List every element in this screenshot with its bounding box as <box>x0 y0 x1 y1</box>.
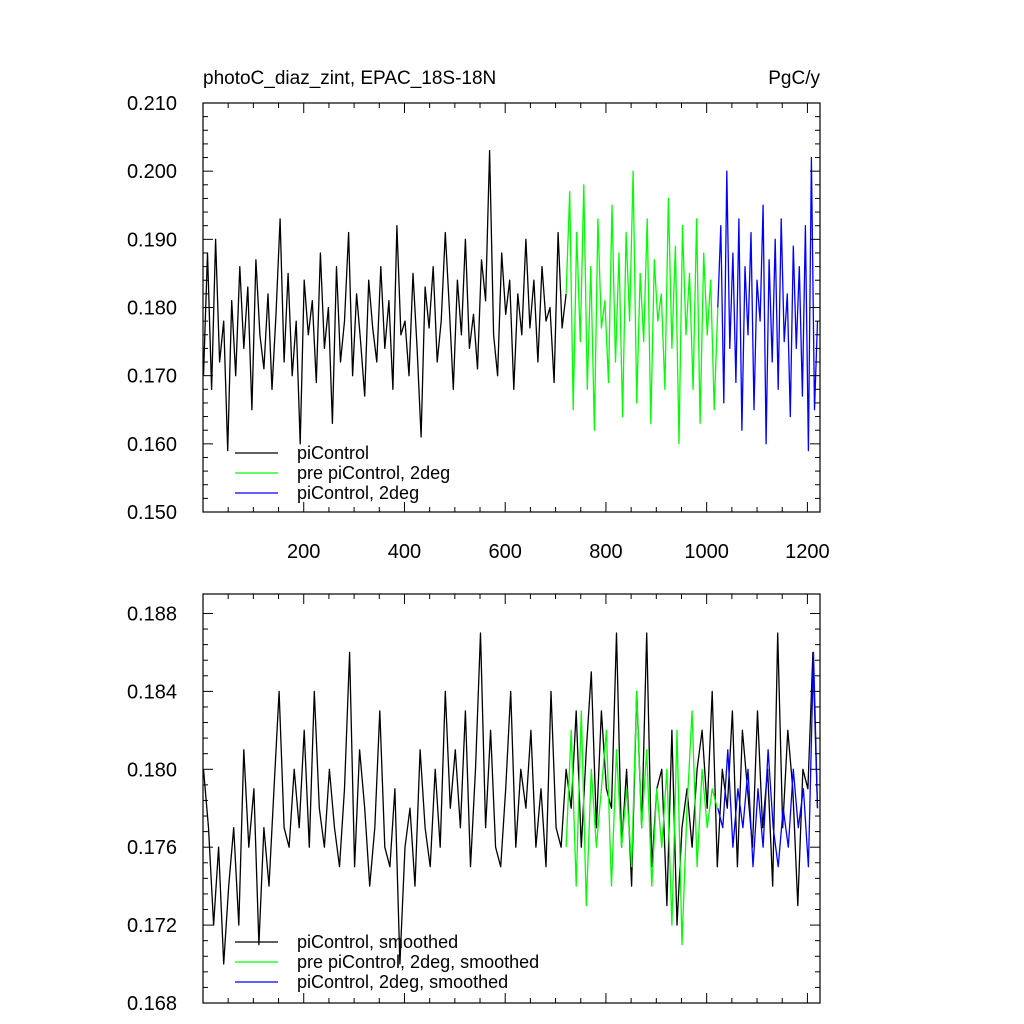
top-plot-frame <box>202 102 821 513</box>
bottom-ticks <box>203 594 820 1004</box>
top-legend-label: pre piControl, 2deg <box>297 463 450 483</box>
bottom-ytick-label: 0.176 <box>127 837 177 859</box>
top-series-line-1 <box>565 170 719 445</box>
bottom-ytick-label: 0.180 <box>127 759 177 781</box>
top-series-line-0 <box>202 150 567 452</box>
top-ytick-label: 0.150 <box>127 502 177 524</box>
bottom-ytick-label: 0.168 <box>127 993 177 1015</box>
top-xtick-label: 200 <box>287 541 320 563</box>
bottom-series-lines <box>202 632 819 965</box>
top-ytick-label: 0.210 <box>127 93 177 115</box>
bottom-series-line-0 <box>202 632 819 965</box>
top-legend-label: piControl <box>297 443 369 463</box>
top-xtick-label: 1200 <box>785 541 830 563</box>
top-series-lines <box>202 150 819 452</box>
top-panel: 0.150 0.160 0.170 0.180 0.190 0.200 0.210 200 40… <box>127 93 830 563</box>
top-xtick-label: 600 <box>489 541 522 563</box>
bottom-ytick-label: 0.172 <box>127 915 177 937</box>
bottom-plot-frame <box>202 593 821 1004</box>
top-series-line-2 <box>717 156 819 452</box>
top-ytick-label: 0.180 <box>127 298 177 320</box>
top-ticks <box>203 102 820 513</box>
top-ytick-label: 0.170 <box>127 366 177 388</box>
top-legend-label: piControl, 2deg <box>297 483 419 503</box>
bottom-legend-label: piControl, 2deg, smoothed <box>297 972 508 992</box>
bottom-legend-label: piControl, smoothed <box>297 932 458 952</box>
top-xtick-label: 400 <box>388 541 421 563</box>
bottom-series-line-1 <box>565 690 718 946</box>
bottom-series-line-2 <box>717 651 819 868</box>
top-xtick-label: 800 <box>589 541 622 563</box>
bottom-panel: 0.168 0.172 0.176 0.180 0.184 0.188 piControl,… <box>127 593 821 1015</box>
top-xtick-label: 1000 <box>684 541 729 563</box>
chart-title: photoC_diaz_zint, EPAC_18S-18N <box>203 68 496 89</box>
bottom-legend-label: pre piControl, 2deg, smoothed <box>297 952 539 972</box>
units-label: PgC/y <box>768 68 820 89</box>
top-ytick-label: 0.190 <box>127 229 177 251</box>
top-ytick-label: 0.200 <box>127 161 177 183</box>
top-ytick-label: 0.160 <box>127 434 177 456</box>
bottom-ytick-label: 0.188 <box>127 603 177 625</box>
bottom-ytick-label: 0.184 <box>127 681 177 703</box>
